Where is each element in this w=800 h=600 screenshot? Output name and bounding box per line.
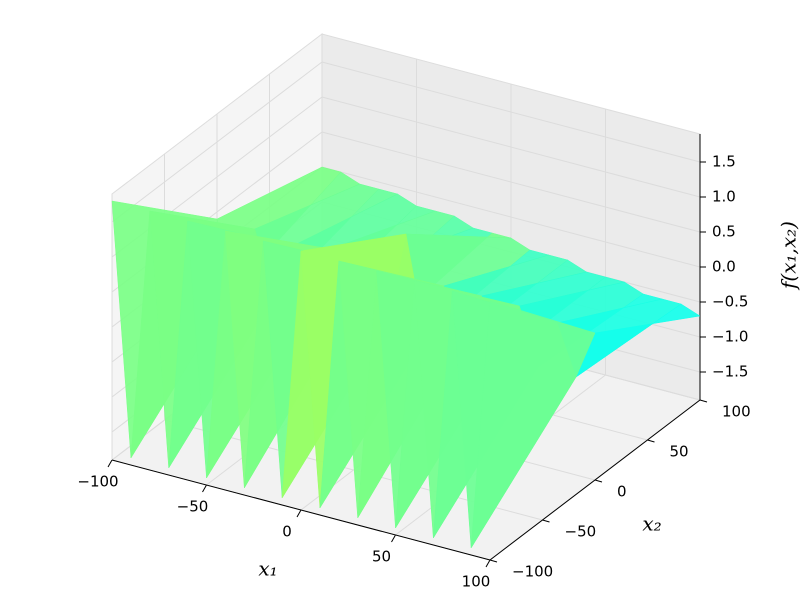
- grid-line: [321, 166, 701, 268]
- y-tick-label: 0: [617, 483, 627, 501]
- tick-mark: [542, 519, 550, 523]
- y-tick-label: 100: [722, 403, 751, 421]
- tick-mark: [485, 559, 491, 568]
- tick-mark: [296, 509, 302, 518]
- grid-line: [321, 61, 701, 163]
- x-tick-label: −50: [177, 498, 209, 516]
- y-tick-label: 50: [670, 443, 689, 461]
- tick-mark: [107, 459, 113, 468]
- z-tick-label: 1.0: [712, 188, 736, 206]
- y-tick-label: −50: [565, 523, 597, 541]
- axis-line: [111, 459, 491, 561]
- y-tick-label: −100: [512, 563, 553, 581]
- grid-line: [321, 96, 701, 198]
- tick-mark: [489, 559, 498, 563]
- tick-mark: [647, 439, 655, 443]
- x-tick-label: 100: [462, 573, 491, 591]
- x-tick-label: 0: [282, 523, 292, 541]
- x-axis-label: x₁: [258, 557, 277, 581]
- z-tick-label: 0.5: [712, 223, 736, 241]
- z-tick-label: 1.5: [712, 153, 736, 171]
- z-tick-label: −1.0: [712, 328, 748, 346]
- x-tick-label: −100: [77, 473, 118, 491]
- tick-mark: [594, 479, 603, 483]
- grid-line: [111, 61, 323, 223]
- grid-line: [321, 131, 701, 233]
- surface-patch: [470, 300, 596, 549]
- tick-mark: [699, 399, 708, 403]
- z-tick-label: 0.0: [712, 258, 736, 276]
- z-tick-label: −0.5: [712, 293, 748, 311]
- z-axis-label: f(x₁,x₂): [777, 221, 800, 291]
- axis-line: [489, 399, 701, 561]
- tick-mark: [202, 484, 207, 493]
- y-axis-label: x₂: [642, 512, 661, 536]
- z-tick-label: −1.5: [712, 363, 748, 381]
- tick-mark: [391, 534, 396, 543]
- x-tick-label: 50: [372, 548, 391, 566]
